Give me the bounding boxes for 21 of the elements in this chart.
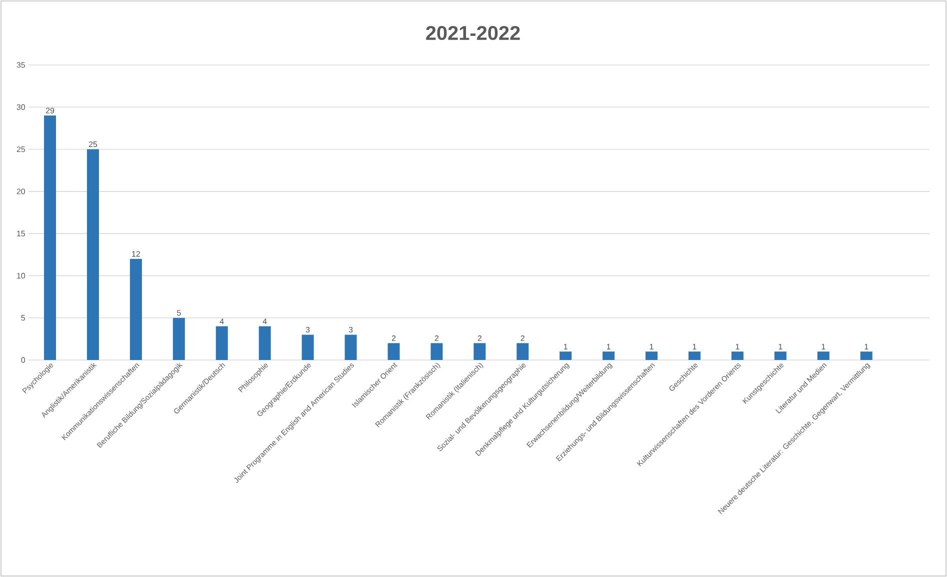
bar — [731, 352, 744, 360]
bar — [172, 318, 185, 360]
bar — [258, 326, 271, 360]
bar — [474, 343, 486, 360]
bar — [344, 334, 357, 360]
bar — [646, 352, 658, 360]
bar — [860, 352, 872, 360]
bar — [216, 326, 228, 360]
bar — [430, 343, 443, 360]
bar — [302, 334, 314, 360]
bar — [774, 352, 786, 360]
chart-title: 2021-2022 — [426, 26, 520, 40]
bar — [130, 258, 142, 360]
bar — [388, 343, 400, 360]
bar — [44, 116, 56, 360]
bar — [602, 352, 615, 360]
bar — [86, 149, 99, 360]
bar — [560, 352, 572, 360]
bar — [688, 352, 700, 360]
bar — [516, 343, 529, 360]
bar — [817, 352, 830, 360]
